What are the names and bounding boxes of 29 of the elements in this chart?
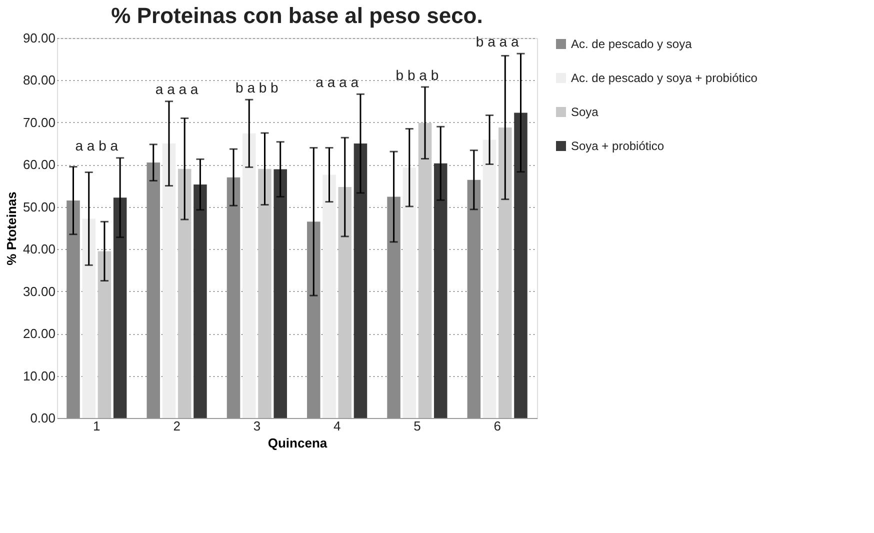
x-tick-label: 6	[494, 418, 501, 434]
y-tick-label: 20.00	[22, 326, 56, 342]
annotation: b a a a	[476, 33, 519, 50]
y-tick-label: 90.00	[22, 30, 56, 46]
x-tick-label: 2	[173, 418, 180, 434]
annotation: a a a a	[316, 74, 359, 90]
y-tick-label: 10.00	[22, 368, 56, 384]
x-tick-label: 5	[414, 418, 421, 434]
x-axis-title: Quincena	[268, 436, 328, 450]
chart-title: % Proteinas con base al peso seco.	[111, 3, 483, 28]
y-tick-label: 60.00	[22, 157, 56, 172]
x-tick-label: 4	[333, 418, 341, 434]
annotation: b a b b	[236, 79, 279, 96]
y-tick-label: 30.00	[22, 284, 56, 299]
legend-label: Ac. de pescado y soya	[571, 37, 692, 51]
legend-label: Ac. de pescado y soya + probiótico	[571, 71, 758, 85]
y-tick-label: 50.00	[22, 199, 56, 214]
y-axis-title: % Ptoteinas	[4, 192, 19, 266]
annotation: b b a b	[396, 66, 439, 83]
x-tick-label: 3	[253, 418, 261, 434]
y-tick-label: 0.00	[30, 410, 56, 426]
y-tick-label: 70.00	[22, 114, 56, 130]
y-tick-label: 80.00	[22, 72, 56, 88]
x-tick-label: 1	[93, 418, 100, 434]
annotation: a a a a	[155, 81, 198, 98]
y-tick-label: 40.00	[22, 242, 56, 257]
legend-label: Soya	[571, 105, 599, 119]
annotation: a a b a	[75, 138, 118, 154]
legend-label: Soya + probiótico	[571, 139, 664, 153]
